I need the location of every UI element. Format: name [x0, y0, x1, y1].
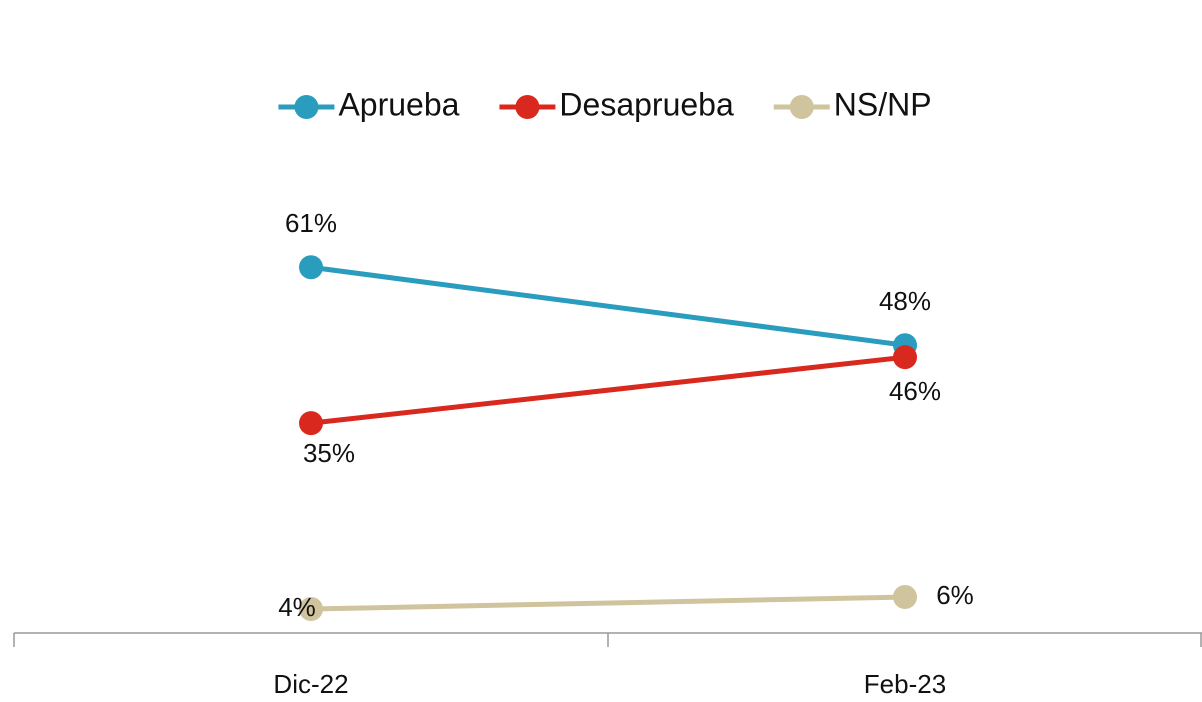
- legend-label: NS/NP: [834, 86, 932, 122]
- legend-marker: [294, 95, 319, 119]
- legend-marker: [789, 95, 814, 119]
- point: [299, 597, 323, 622]
- series-line: [310, 264, 906, 348]
- legend-label: Aprueba: [338, 86, 459, 122]
- legend-marker: [515, 95, 540, 119]
- data-label: 61%: [285, 208, 337, 238]
- point: [299, 255, 323, 280]
- x-tick-label: Feb-23: [864, 669, 946, 699]
- series-line: [310, 594, 906, 612]
- data-label: 46%: [889, 376, 941, 406]
- data-label: 48%: [879, 286, 931, 316]
- legend-label: Desaprueba: [559, 86, 734, 122]
- data-label: 4%: [278, 592, 316, 622]
- point: [893, 585, 917, 610]
- point: [893, 345, 917, 370]
- data-label: 35%: [303, 438, 355, 468]
- data-label: 6%: [936, 580, 974, 610]
- x-tick-label: Dic-22: [273, 669, 348, 699]
- point: [299, 411, 323, 436]
- series-line: [310, 354, 906, 426]
